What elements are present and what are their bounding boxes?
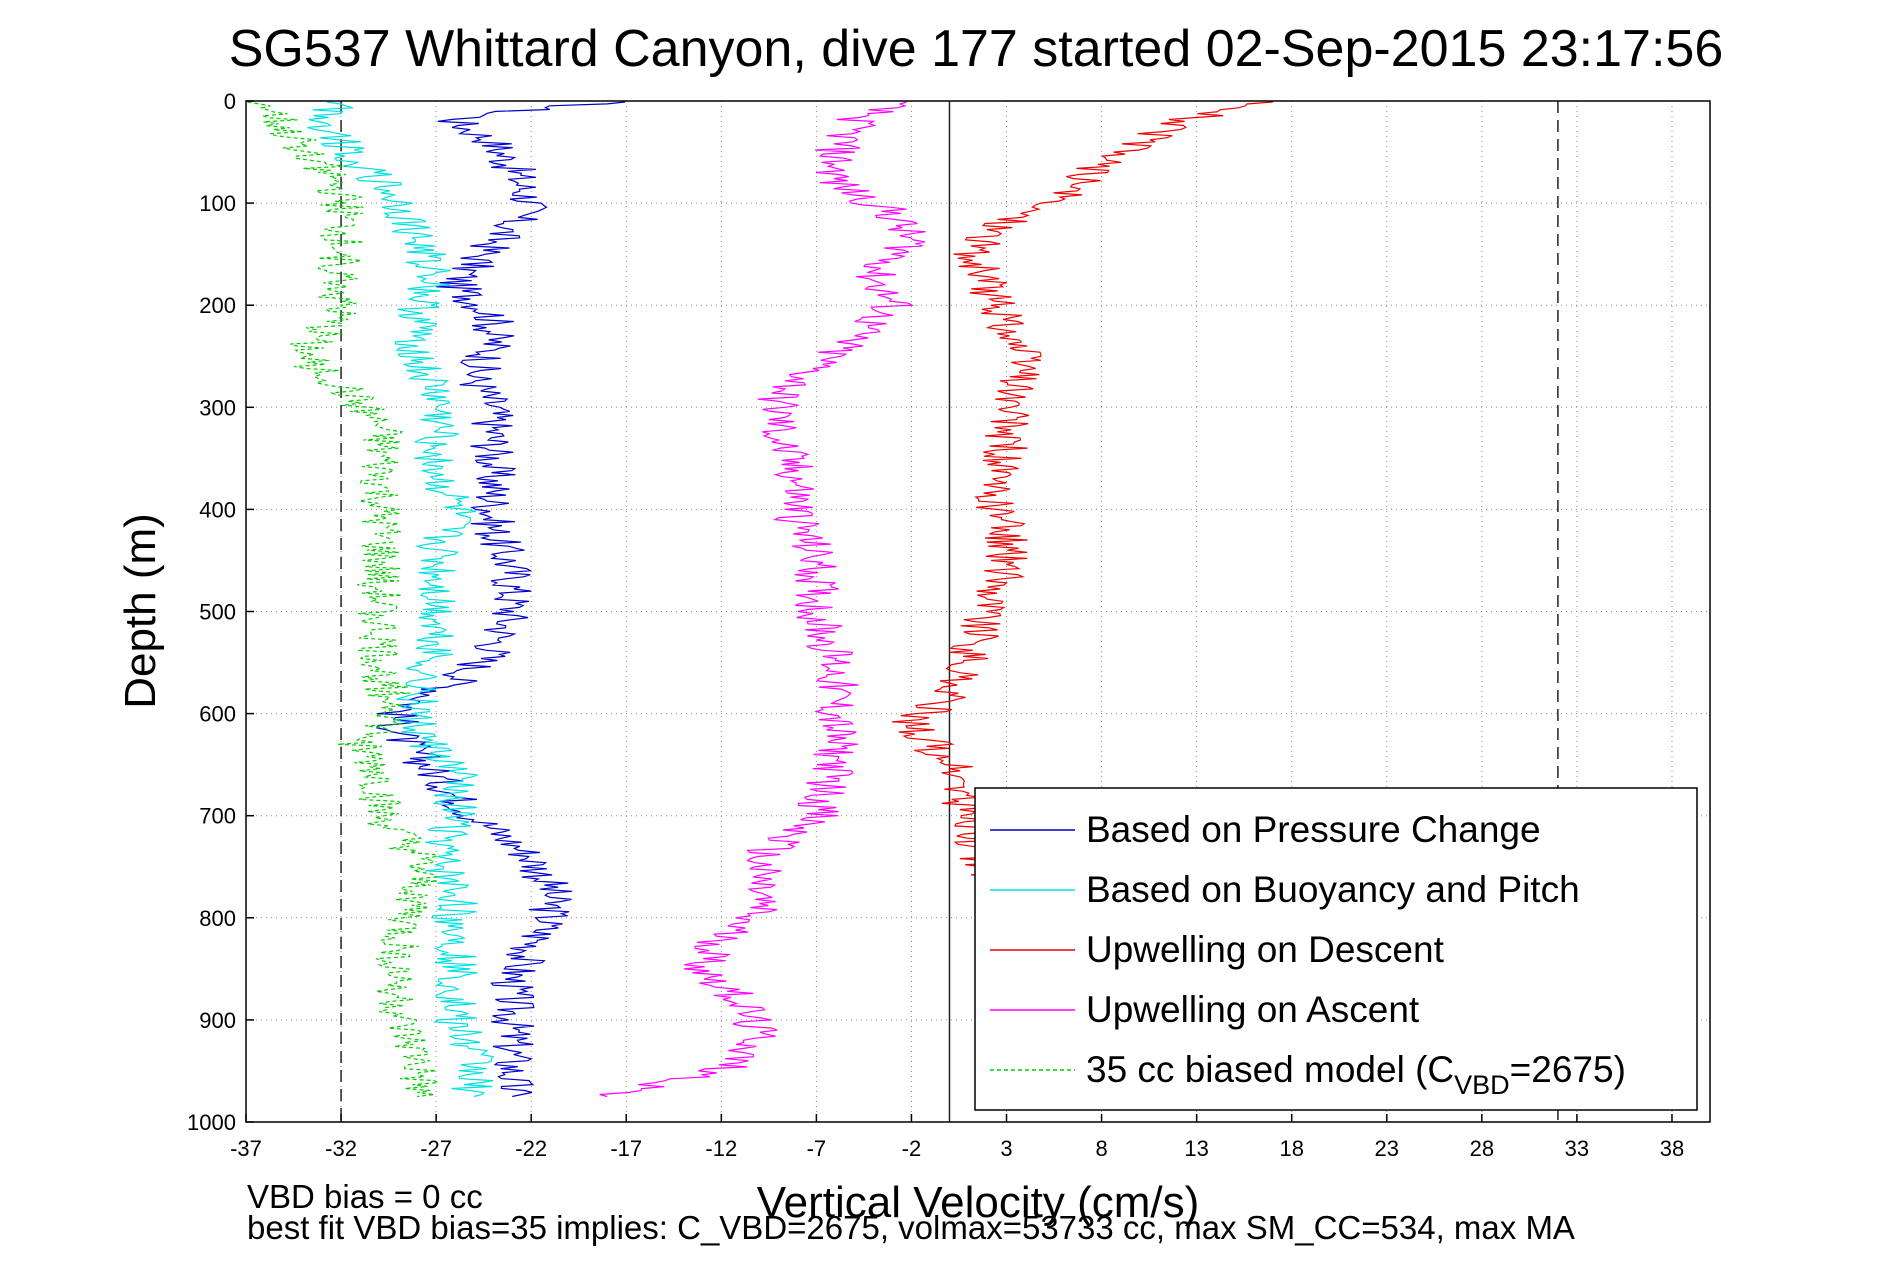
best-fit-note: best fit VBD bias=35 implies: C_VBD=2675…	[247, 1209, 1575, 1246]
y-axis-label: Depth (m)	[116, 513, 165, 709]
reference-lines	[340, 101, 1559, 1122]
x-tick-label-8: 3	[1000, 1136, 1012, 1161]
x-tick-label-1: -32	[325, 1136, 357, 1161]
legend-label-2: Upwelling on Descent	[1086, 929, 1445, 970]
x-tick-label-6: -7	[807, 1136, 827, 1161]
data-series	[247, 101, 1273, 1098]
x-tick-label-3: -22	[515, 1136, 547, 1161]
x-tick-label-4: -17	[610, 1136, 642, 1161]
vbd-bias-note: VBD bias = 0 cc	[247, 1178, 483, 1215]
legend-label-3: Upwelling on Ascent	[1086, 989, 1420, 1030]
x-tick-label-15: 38	[1660, 1136, 1684, 1161]
legend-label-0: Based on Pressure Change	[1086, 809, 1541, 850]
y-axis-ticks: 0 100 200 300 400 500 600 700 800 900 1000	[187, 89, 254, 1135]
x-tick-label-0: -37	[230, 1136, 262, 1161]
x-tick-label-13: 28	[1470, 1136, 1494, 1161]
y-tick-label-7: 700	[199, 804, 236, 829]
x-tick-label-12: 23	[1375, 1136, 1399, 1161]
x-tick-label-10: 13	[1184, 1136, 1208, 1161]
x-tick-label-5: -12	[705, 1136, 737, 1161]
chart-title: SG537 Whittard Canyon, dive 177 started …	[229, 20, 1724, 78]
legend-label-1: Based on Buoyancy and Pitch	[1086, 869, 1580, 910]
y-tick-label-0: 0	[224, 89, 236, 114]
series-line-1	[307, 101, 495, 1098]
x-tick-label-2: -27	[420, 1136, 452, 1161]
legend-box	[974, 787, 1698, 1111]
x-tick-label-7: -2	[902, 1136, 922, 1161]
x-tick-label-14: 33	[1565, 1136, 1589, 1161]
series-line-2	[891, 101, 1273, 878]
series-line-0	[376, 101, 626, 1098]
y-tick-label-3: 300	[199, 395, 236, 420]
x-tick-label-11: 18	[1279, 1136, 1303, 1161]
y-tick-label-6: 600	[199, 702, 236, 727]
y-tick-label-10: 1000	[187, 1110, 236, 1135]
y-tick-label-2: 200	[199, 293, 236, 318]
y-tick-label-1: 100	[199, 191, 236, 216]
y-tick-label-8: 800	[199, 906, 236, 931]
x-axis-label: Vertical Velocity (cm/s)	[757, 1178, 1200, 1227]
x-axis-ticks: -37 -32 -27 -22 -17 -12 -7 -2 3 8 13 18 23 28 33 38	[230, 1114, 1684, 1161]
chart-legend: Based on Pressure Change Based on Buoyanc…	[974, 787, 1698, 1111]
series-line-3	[599, 101, 926, 1098]
y-tick-label-9: 900	[199, 1008, 236, 1033]
series-line-4	[247, 101, 441, 1098]
y-tick-label-4: 400	[199, 497, 236, 522]
x-tick-label-9: 8	[1095, 1136, 1107, 1161]
y-tick-label-5: 500	[199, 600, 236, 625]
